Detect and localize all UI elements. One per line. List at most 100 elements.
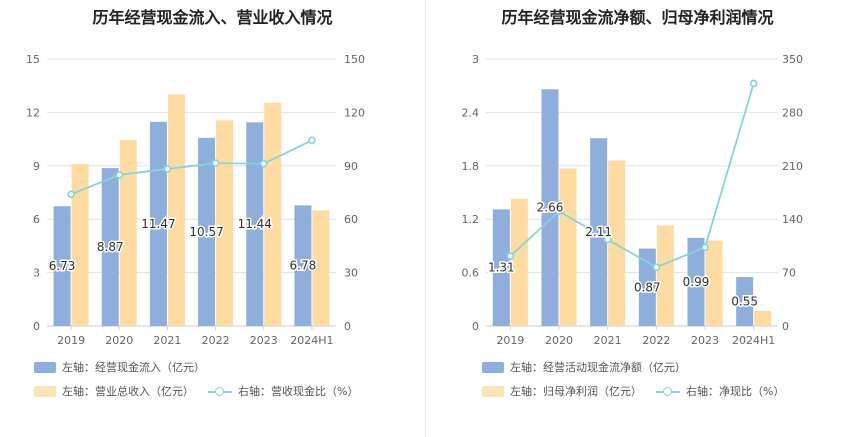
bar-cash-inflow[interactable] bbox=[149, 121, 167, 326]
legend-item-net-cash-flow[interactable]: 左轴：经营活动现金流净额（亿元） bbox=[482, 359, 686, 375]
y-left-tick-label: 12 bbox=[26, 106, 40, 119]
chart-panel-net-cash-flow: 历年经营现金流净额、归母净利润情况 0 0 0.6 70 1.2 140 1.8 210 2.4… bbox=[425, 0, 850, 437]
y-left-tick-label: 0.6 bbox=[462, 267, 480, 280]
y-right-tick-label: 280 bbox=[782, 106, 803, 119]
chart-svg-net-cash-flow: 0 0 0.6 70 1.2 140 1.8 210 2.4 280 3 350 2019 2020 202… bbox=[462, 53, 804, 347]
legend-row-2: 左轴：营业总收入（亿元） 右轴：营收现金比（%） bbox=[34, 383, 372, 399]
legend-item-cash-inflow[interactable]: 左轴：经营现金流入（亿元） bbox=[34, 359, 205, 375]
bar-revenue[interactable] bbox=[119, 139, 137, 326]
bar-revenue[interactable] bbox=[264, 102, 282, 326]
x-tick-label: 2024H1 bbox=[290, 334, 333, 347]
legend-label: 右轴：净现比（%） bbox=[686, 385, 785, 398]
ratio-point[interactable] bbox=[115, 171, 124, 179]
bar-net-cash-flow[interactable] bbox=[590, 138, 608, 326]
legend-label: 右轴：营收现金比（%） bbox=[238, 385, 359, 398]
x-tick-label: 2022 bbox=[642, 334, 670, 347]
y-left-tick-label: 0 bbox=[33, 320, 40, 333]
x-tick-label: 2022 bbox=[202, 334, 230, 347]
bar-net-profit[interactable] bbox=[510, 198, 528, 326]
bar-cash-inflow[interactable] bbox=[101, 168, 119, 326]
ratio-point[interactable] bbox=[701, 243, 709, 252]
y-right-tick-label: 140 bbox=[782, 213, 803, 226]
bar-net-profit[interactable] bbox=[754, 310, 772, 326]
ratio-point[interactable] bbox=[308, 136, 316, 145]
legend-item-net-cash-ratio[interactable]: 右轴：净现比（%） bbox=[656, 383, 784, 399]
bar-net-cash-flow[interactable] bbox=[736, 277, 754, 326]
bar-net-cash-flow[interactable] bbox=[638, 248, 656, 326]
bar-revenue[interactable] bbox=[167, 94, 185, 326]
y-left-tick-label: 15 bbox=[26, 53, 40, 66]
bar-revenue[interactable] bbox=[216, 120, 234, 326]
bar-data-label: 6.73 bbox=[49, 259, 76, 273]
legend-item-net-profit[interactable]: 左轴：归母净利润（亿元） bbox=[482, 383, 642, 399]
y-left-tick-label: 3 bbox=[33, 267, 40, 280]
bar-data-label: 6.78 bbox=[290, 259, 317, 273]
y-right-tick-label: 0 bbox=[344, 320, 351, 333]
x-tick-label: 2024H1 bbox=[732, 334, 775, 347]
bar-data-label: 11.47 bbox=[141, 217, 175, 231]
legend-item-revenue[interactable]: 左轴：营业总收入（亿元） bbox=[34, 383, 194, 399]
bar-cash-inflow[interactable] bbox=[198, 137, 216, 326]
ratio-point[interactable] bbox=[652, 263, 661, 272]
y-right-tick-label: 0 bbox=[782, 320, 789, 333]
bar-net-profit[interactable] bbox=[608, 160, 626, 326]
legend-swatch-blue bbox=[482, 361, 504, 373]
y-left-tick-label: 1.2 bbox=[462, 213, 480, 226]
bar-net-profit[interactable] bbox=[656, 225, 674, 326]
y-left-tick-label: 3 bbox=[472, 53, 479, 66]
bar-net-profit[interactable] bbox=[559, 168, 577, 326]
bar-data-label: 1.31 bbox=[488, 261, 515, 275]
x-tick-label: 2019 bbox=[57, 334, 85, 347]
bar-net-cash-flow[interactable] bbox=[687, 237, 705, 326]
x-tick-label: 2021 bbox=[153, 334, 181, 347]
ratio-point[interactable] bbox=[211, 159, 220, 167]
legend-swatch-yellow bbox=[34, 385, 56, 397]
y-right-tick-label: 210 bbox=[782, 160, 803, 173]
bar-data-label: 8.87 bbox=[97, 240, 124, 254]
y-left-tick-label: 6 bbox=[33, 213, 40, 226]
legend-line-marker-icon bbox=[656, 386, 680, 397]
y-right-tick-label: 30 bbox=[344, 267, 358, 280]
y-right-tick-label: 120 bbox=[344, 106, 365, 119]
bar-revenue[interactable] bbox=[312, 210, 330, 326]
ratio-point[interactable] bbox=[555, 207, 563, 216]
chart-title: 历年经营现金流净额、归母净利润情况 bbox=[501, 8, 774, 27]
legend-label: 左轴：归母净利润（亿元） bbox=[510, 385, 642, 398]
x-tick-label: 2020 bbox=[545, 334, 573, 347]
x-tick-label: 2019 bbox=[496, 334, 524, 347]
legend-label: 左轴：经营现金流入（亿元） bbox=[62, 361, 205, 374]
x-tick-label: 2020 bbox=[105, 334, 133, 347]
y-right-tick-label: 350 bbox=[782, 53, 803, 66]
chart-title: 历年经营现金流入、营业收入情况 bbox=[92, 8, 333, 27]
y-left-tick-label: 1.8 bbox=[462, 160, 480, 173]
bar-data-label: 11.44 bbox=[238, 217, 272, 231]
bar-cash-inflow[interactable] bbox=[53, 206, 71, 326]
ratio-point[interactable] bbox=[163, 165, 172, 173]
x-tick-label: 2021 bbox=[594, 334, 622, 347]
bar-net-cash-flow[interactable] bbox=[492, 209, 510, 326]
legend-item-cash-ratio[interactable]: 右轴：营收现金比（%） bbox=[208, 383, 358, 399]
panel-divider bbox=[425, 0, 426, 437]
bar-net-cash-flow[interactable] bbox=[541, 89, 559, 326]
bar-data-label: 2.11 bbox=[585, 225, 612, 239]
x-tick-label: 2023 bbox=[691, 334, 719, 347]
bar-cash-inflow[interactable] bbox=[294, 205, 312, 326]
bar-data-label: 10.57 bbox=[189, 225, 223, 239]
bar-data-label: 0.55 bbox=[731, 295, 758, 309]
bar-net-profit[interactable] bbox=[705, 240, 723, 326]
y-right-tick-label: 150 bbox=[344, 53, 365, 66]
ratio-point[interactable] bbox=[67, 190, 75, 199]
bar-revenue[interactable] bbox=[71, 164, 89, 326]
ratio-point[interactable] bbox=[259, 159, 268, 168]
ratio-point[interactable] bbox=[603, 235, 612, 244]
ratio-point[interactable] bbox=[506, 252, 515, 260]
x-tick-label: 2023 bbox=[250, 334, 278, 347]
ratio-line bbox=[70, 139, 313, 196]
chart-svg-cash-inflow: 0 0 3 30 6 60 9 90 12 120 15 150 2019 2020 2021 2022 202… bbox=[26, 53, 365, 347]
bar-data-label: 0.99 bbox=[683, 275, 710, 289]
bar-data-label: 0.87 bbox=[634, 280, 661, 294]
legend-label: 左轴：经营活动现金流净额（亿元） bbox=[510, 361, 686, 374]
bar-cash-inflow[interactable] bbox=[246, 122, 264, 326]
ratio-point[interactable] bbox=[749, 79, 758, 88]
